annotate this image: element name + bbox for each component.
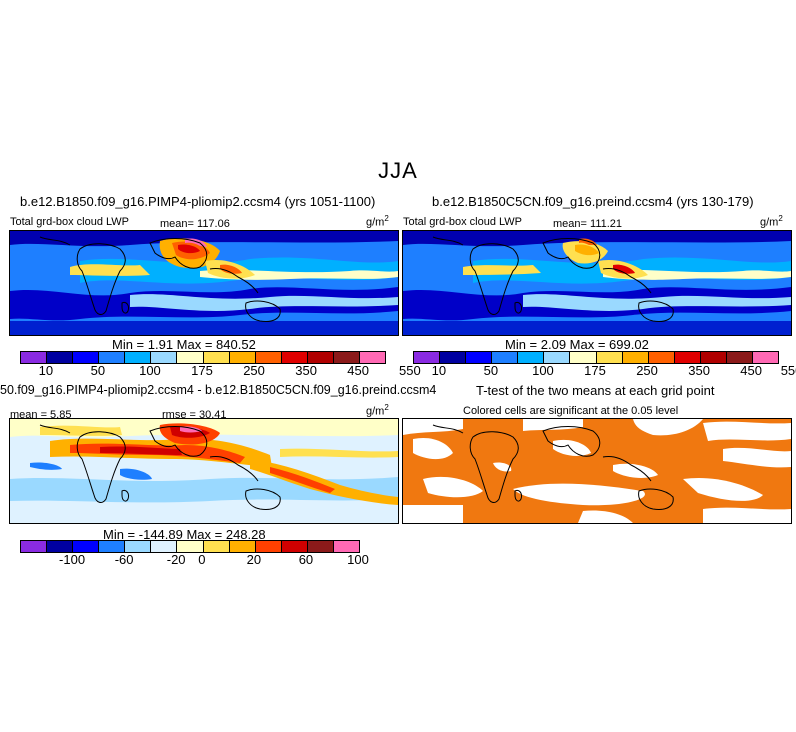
tick-label: 350 [688, 363, 710, 378]
tick-label: 60 [298, 552, 314, 567]
tick-label: 450 [740, 363, 762, 378]
colorbar-left [20, 351, 386, 364]
units-diff: g/m2 [366, 403, 389, 418]
season-title: JJA [378, 158, 418, 183]
tick-label: 250 [243, 363, 265, 378]
tick-label: 100 [139, 363, 161, 378]
tick-label: -20 [166, 552, 186, 567]
map-significance [402, 418, 792, 524]
map-lwp-case1 [9, 230, 399, 336]
map-lwp-case2 [402, 230, 792, 336]
field-label-left: Total grd-box cloud LWP [10, 216, 130, 228]
tick-label: 10 [38, 363, 54, 378]
ttest-title: T-test of the two means at each grid poi… [476, 383, 715, 398]
colorbar-diff [20, 540, 360, 553]
tick-label: 175 [191, 363, 213, 378]
units-left: g/m2 [366, 214, 389, 229]
tick-label: -100 [59, 552, 86, 567]
colorbar-right [413, 351, 779, 364]
tick-label: 50 [90, 363, 106, 378]
tick-label: 20 [246, 552, 262, 567]
tick-label: 100 [347, 552, 369, 567]
colorbar-ticks-left: 10 50 100 175 250 350 450 550 [20, 363, 421, 379]
tick-label: 250 [636, 363, 658, 378]
field-label-right: Total grd-box cloud LWP [403, 216, 523, 228]
colorbar-ticks-right: 10 50 100 175 250 350 450 550 [413, 363, 796, 379]
minmax-diff: Min = -144.89 Max = 248.28 [103, 527, 266, 542]
ttest-subtitle: Colored cells are significant at the 0.0… [463, 405, 679, 417]
tick-label: 100 [532, 363, 554, 378]
tick-label: 10 [431, 363, 447, 378]
tick-label: 175 [584, 363, 606, 378]
colorbar-ticks-diff: -100 -60 -20 0 20 60 100 [20, 552, 369, 568]
tick-label: 550 [780, 363, 796, 378]
map-lwp-difference [9, 418, 399, 524]
tick-label: 350 [295, 363, 317, 378]
case-title-left: b.e12.B1850.f09_g16.PIMP4-pliomip2.ccsm4… [20, 194, 376, 209]
case-title-right: b.e12.B1850C5CN.f09_g16.preind.ccsm4 (yr… [432, 194, 754, 209]
tick-label: -60 [114, 552, 134, 567]
minmax-left: Min = 1.91 Max = 840.52 [112, 337, 256, 352]
tick-label: 450 [347, 363, 369, 378]
minmax-right: Min = 2.09 Max = 699.02 [505, 337, 649, 352]
mean-left: mean= 117.06 [160, 218, 230, 230]
tick-label: 0 [198, 552, 206, 567]
tick-label: 50 [483, 363, 499, 378]
diff-title: 50.f09_g16.PIMP4-pliomip2.ccsm4 - b.e12.… [0, 383, 437, 397]
tick-label: 550 [398, 363, 421, 378]
units-right: g/m2 [760, 214, 783, 229]
mean-right: mean= 111.21 [553, 218, 623, 230]
